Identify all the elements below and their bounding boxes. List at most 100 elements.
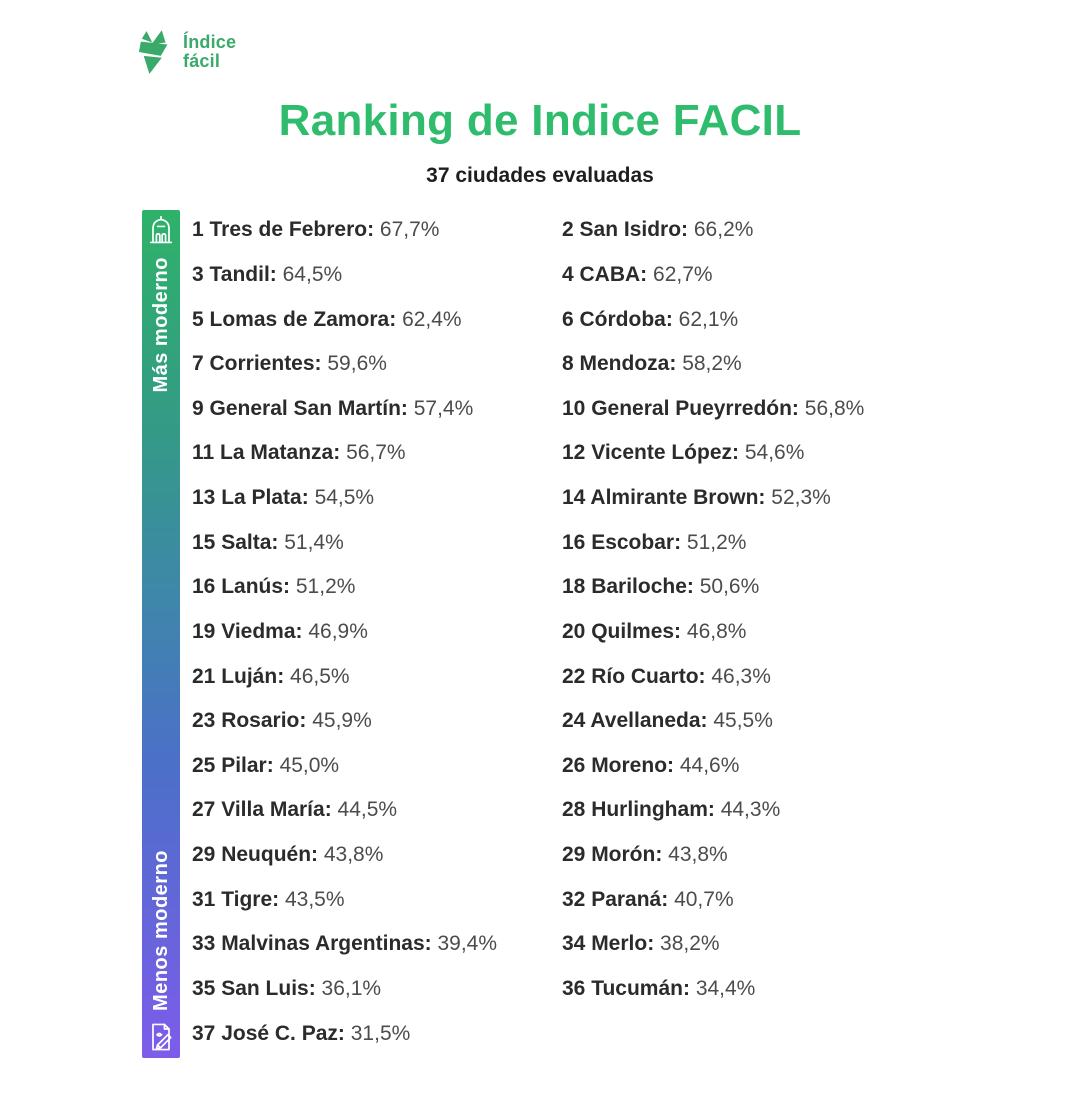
ranking-item: 6 Córdoba: 62,1% (562, 308, 1022, 332)
ranking-item-value: 59,6% (327, 352, 387, 376)
ranking-item-label: 15 Salta: (192, 530, 285, 554)
ranking-item-label: 32 Paraná: (562, 887, 675, 911)
ranking-item-label: 9 General San Martín: (192, 396, 414, 420)
ranking-list: 1 Tres de Febrero: 67,7% 2 San Isidro: 66… (192, 208, 1022, 1056)
ranking-item-value: 36,1% (321, 976, 382, 1000)
ranking-item-value: 34,4% (695, 976, 756, 1000)
ranking-item-label: 25 Pilar: (192, 753, 280, 777)
ranking-item: 18 Bariloche: 50,6% (562, 575, 1022, 599)
ranking-item-value: 43,8% (668, 843, 728, 867)
ranking-item: 21 Luján: 46,5% (192, 665, 562, 689)
ranking-item-label: 6 Córdoba: (562, 307, 679, 331)
ranking-item-value: 46,3% (711, 664, 771, 688)
ranking-item-value: 54,5% (314, 486, 375, 510)
city-building-icon (147, 215, 175, 247)
ranking-item-value: 52,3% (771, 486, 831, 510)
ranking-item: 26 Moreno: 44,6% (562, 754, 1022, 778)
ranking-item-label: 29 Morón: (562, 843, 669, 867)
ranking-item-value: 39,4% (437, 932, 498, 956)
ranking-item: 12 Vicente López: 54,6% (562, 441, 1022, 465)
ranking-item-label: 18 Bariloche: (562, 575, 700, 599)
ranking-item-value: 43,8% (323, 843, 384, 867)
ranking-item-value: 43,5% (284, 887, 345, 911)
ranking-item-value: 51,2% (686, 530, 747, 554)
ranking-item-value: 44,6% (679, 753, 740, 777)
ranking-item-label: 27 Villa María: (192, 798, 338, 822)
ranking-item-value: 67,7% (379, 218, 440, 242)
ranking-item: 23 Rosario: 45,9% (192, 709, 562, 733)
ranking-item-label: 21 Luján: (192, 664, 291, 688)
ranking-item: 2 San Isidro: 66,2% (562, 218, 1022, 242)
ranking-item-value: 58,2% (682, 352, 742, 376)
ranking-item-label: 16 Lanús: (192, 575, 296, 599)
ranking-item: 24 Avellaneda: 45,5% (562, 709, 1022, 733)
logo-word-line1: Índice (183, 32, 237, 52)
ranking-item-label: 16 Escobar: (562, 530, 687, 554)
ranking-item-label: 23 Rosario: (192, 709, 313, 733)
ranking-item: 10 General Pueyrredón: 56,8% (562, 397, 1022, 421)
ranking-item: 13 La Plata: 54,5% (192, 486, 562, 510)
ranking-item: 36 Tucumán: 34,4% (562, 977, 1022, 1001)
ranking-item-value: 45,0% (279, 753, 340, 777)
ranking-item-label: 3 Tandil: (192, 262, 283, 286)
ranking-item-value: 38,2% (660, 932, 720, 956)
page-subtitle: 37 ciudades evaluadas (426, 164, 654, 187)
ranking-item-value: 31,5% (350, 1021, 411, 1045)
ranking-item-value: 44,3% (720, 798, 781, 822)
ranking-item-label: 10 General Pueyrredón: (562, 396, 805, 420)
ranking-item: 3 Tandil: 64,5% (192, 263, 562, 287)
ranking-item-label: 2 San Isidro: (562, 218, 694, 242)
ranking-item-value: 56,7% (346, 441, 406, 465)
ranking-item: 29 Neuquén: 43,8% (192, 843, 562, 867)
ranking-item-value: 40,7% (674, 887, 734, 911)
indice-facil-logo-icon (138, 30, 176, 81)
ranking-item-value: 62,1% (678, 307, 739, 331)
ranking-item-value: 45,9% (312, 709, 372, 733)
ranking-item-label: 7 Corrientes: (192, 352, 328, 376)
ranking-item-label: 11 La Matanza: (192, 441, 347, 465)
ranking-item: 27 Villa María: 44,5% (192, 798, 562, 822)
page-title: Ranking de Indice FACIL (278, 96, 802, 145)
ranking-item: 16 Escobar: 51,2% (562, 531, 1022, 555)
more-modern-label: Más moderno (149, 257, 172, 393)
indice-facil-logo: Índice fácil (138, 30, 236, 81)
less-modern-label: Menos moderno (149, 850, 172, 1011)
ranking-item-value: 50,6% (699, 575, 760, 599)
modernity-gradient-bar: Más moderno Menos moderno (142, 210, 180, 1058)
ranking-item-label: 19 Viedma: (192, 619, 309, 643)
ranking-item-value: 45,5% (713, 709, 773, 733)
ranking-item: 11 La Matanza: 56,7% (192, 441, 562, 465)
ranking-item: 9 General San Martín: 57,4% (192, 397, 562, 421)
ranking-item: 28 Hurlingham: 44,3% (562, 798, 1022, 822)
ranking-item-label: 35 San Luis: (192, 976, 322, 1000)
ranking-item: 32 Paraná: 40,7% (562, 888, 1022, 912)
logo-wordmark: Índice fácil (183, 30, 236, 71)
ranking-item-value: 62,4% (402, 307, 462, 331)
ranking-item-label: 22 Río Cuarto: (562, 664, 712, 688)
ranking-item-label: 4 CABA: (562, 262, 654, 286)
ranking-item-label: 31 Tigre: (192, 887, 285, 911)
ranking-item: 16 Lanús: 51,2% (192, 575, 562, 599)
ranking-item: 8 Mendoza: 58,2% (562, 352, 1022, 376)
ranking-item-label: 24 Avellaneda: (562, 709, 714, 733)
ranking-item-label: 33 Malvinas Argentinas: (192, 932, 438, 956)
ranking-item: 5 Lomas de Zamora: 62,4% (192, 308, 562, 332)
ranking-item: 35 San Luis: 36,1% (192, 977, 562, 1001)
ranking-item: 4 CABA: 62,7% (562, 263, 1022, 287)
ranking-item: 19 Viedma: 46,9% (192, 620, 562, 644)
ranking-item: 33 Malvinas Argentinas: 39,4% (192, 932, 562, 956)
ranking-item: 34 Merlo: 38,2% (562, 932, 1022, 956)
ranking-item-value: 51,2% (295, 575, 356, 599)
ranking-item: 14 Almirante Brown: 52,3% (562, 486, 1022, 510)
ranking-item-label: 20 Quilmes: (562, 619, 687, 643)
ranking-item: 7 Corrientes: 59,6% (192, 352, 562, 376)
logo-word-line2: fácil (183, 51, 221, 71)
ranking-item: 1 Tres de Febrero: 67,7% (192, 218, 562, 242)
ranking-item-label: 14 Almirante Brown: (562, 486, 772, 510)
ranking-item-value: 44,5% (337, 798, 398, 822)
document-pen-icon (147, 1021, 175, 1053)
ranking-item-label: 5 Lomas de Zamora: (192, 307, 403, 331)
ranking-item-value: 57,4% (413, 396, 474, 420)
ranking-item: 15 Salta: 51,4% (192, 531, 562, 555)
ranking-item: 31 Tigre: 43,5% (192, 888, 562, 912)
